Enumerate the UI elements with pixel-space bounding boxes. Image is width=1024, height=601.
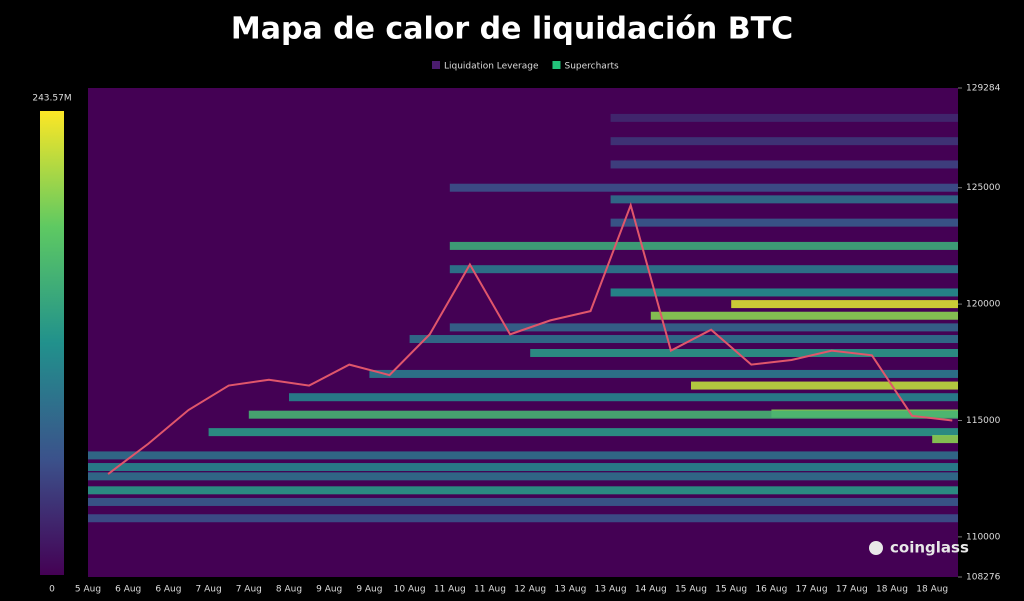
x-tick-label: 7 Aug bbox=[196, 585, 222, 595]
heat-band bbox=[449, 265, 958, 274]
heat-band bbox=[691, 381, 958, 390]
chart-title: Mapa de calor de liquidación BTC bbox=[231, 12, 793, 47]
x-tick-label: 12 Aug bbox=[514, 585, 546, 595]
x-tick-label: 9 Aug bbox=[356, 585, 382, 595]
watermark-logo bbox=[869, 541, 883, 555]
legend-label: Supercharts bbox=[564, 62, 619, 72]
x-tick-label: 11 Aug bbox=[434, 585, 466, 595]
heat-band bbox=[449, 183, 958, 192]
heat-band bbox=[449, 323, 958, 332]
x-tick-label: 10 Aug bbox=[394, 585, 426, 595]
x-tick-label: 8 Aug bbox=[276, 585, 302, 595]
x-tick-label: 16 Aug bbox=[755, 585, 787, 595]
heat-band bbox=[610, 113, 958, 122]
x-tick-label: 17 Aug bbox=[836, 585, 868, 595]
x-tick-label: 15 Aug bbox=[675, 585, 707, 595]
heat-band bbox=[88, 497, 958, 506]
y-tick-label: 110000 bbox=[966, 532, 1001, 542]
x-tick-label: 11 Aug bbox=[474, 585, 506, 595]
heat-band bbox=[650, 311, 958, 320]
y-tick-label: 120000 bbox=[966, 300, 1001, 310]
x-tick-label: 9 Aug bbox=[316, 585, 342, 595]
x-tick-label: 7 Aug bbox=[236, 585, 262, 595]
y-tick-label: 108276 bbox=[966, 573, 1001, 583]
heat-band bbox=[610, 195, 958, 204]
x-tick-label: 15 Aug bbox=[715, 585, 747, 595]
heat-band bbox=[289, 393, 958, 402]
plot-background bbox=[88, 88, 958, 577]
heat-band bbox=[369, 369, 958, 378]
colorbar bbox=[40, 111, 64, 575]
legend-label: Liquidation Leverage bbox=[444, 62, 539, 72]
x-tick-label: 14 Aug bbox=[635, 585, 667, 595]
x-tick-label: 5 Aug bbox=[75, 585, 101, 595]
heat-band bbox=[248, 410, 959, 419]
colorbar-label: 243.57M bbox=[32, 94, 71, 104]
heat-band bbox=[88, 451, 958, 460]
heat-band bbox=[610, 160, 958, 169]
heat-band bbox=[449, 241, 958, 250]
heat-band bbox=[88, 463, 958, 472]
heat-band bbox=[88, 472, 958, 481]
x-tick-label: 13 Aug bbox=[554, 585, 586, 595]
x-tick-label: 18 Aug bbox=[876, 585, 908, 595]
y-tick-label: 115000 bbox=[966, 416, 1001, 426]
heat-band bbox=[88, 514, 958, 523]
price-line bbox=[107, 201, 953, 475]
x-tick-label: 6 Aug bbox=[115, 585, 141, 595]
heat-band bbox=[932, 435, 958, 444]
heat-band bbox=[610, 137, 958, 146]
watermark: coinglass bbox=[890, 539, 969, 557]
heat-band bbox=[731, 300, 958, 309]
legend-swatch bbox=[432, 61, 440, 69]
x-tick-label: 18 Aug bbox=[916, 585, 948, 595]
legend-swatch bbox=[552, 61, 561, 69]
x-tick-label: 6 Aug bbox=[155, 585, 181, 595]
heat-band bbox=[530, 348, 958, 357]
x-tick-label: 13 Aug bbox=[595, 585, 627, 595]
y-tick-label: 125000 bbox=[966, 183, 1001, 193]
x-tick-label: 17 Aug bbox=[796, 585, 828, 595]
y-tick-label: 129284 bbox=[966, 84, 1001, 94]
heat-band bbox=[88, 486, 958, 495]
heat-band bbox=[208, 428, 959, 437]
heat-band bbox=[610, 288, 958, 297]
colorbar-label: 0 bbox=[49, 585, 55, 595]
heat-band bbox=[409, 335, 959, 344]
heat-band bbox=[610, 218, 958, 227]
